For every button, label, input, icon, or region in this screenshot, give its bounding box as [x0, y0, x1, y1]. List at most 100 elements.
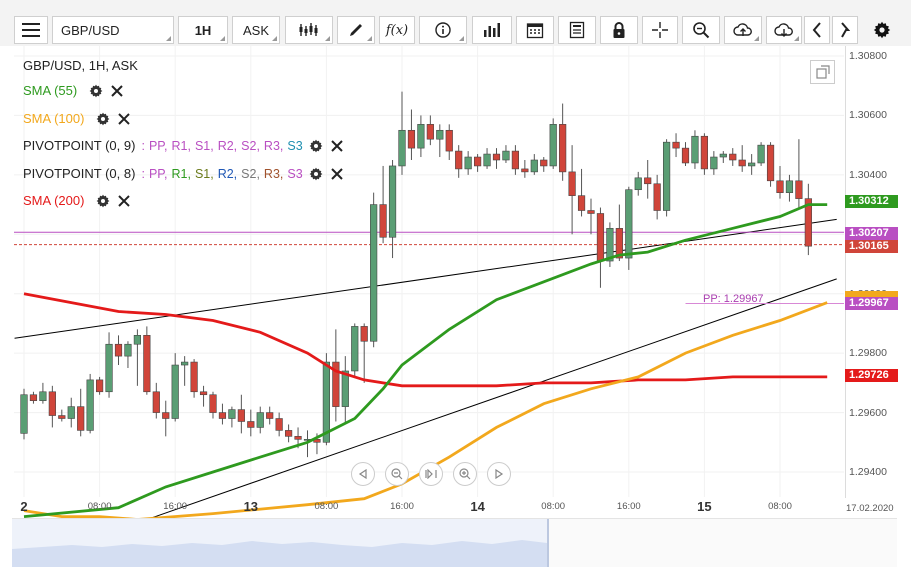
x-tick-label: 08:00: [87, 501, 112, 512]
legend-sma100[interactable]: SMA (100): [23, 111, 85, 126]
pencil-icon: [350, 24, 362, 36]
pivot2-colon: :: [141, 166, 145, 181]
nav-zoom-in-button[interactable]: [453, 462, 477, 486]
pivot2-pp: PP,: [148, 166, 168, 181]
pivot2-settings-icon[interactable]: [309, 167, 323, 181]
y-tick-label: 1.30800: [849, 50, 887, 62]
price-axis-line: [845, 46, 846, 498]
chevron-left-icon: [812, 22, 821, 38]
last-price-tag: 1.30165: [845, 240, 898, 253]
lock-icon: [613, 22, 625, 38]
zoom-icon: [693, 22, 710, 39]
calendar-icon: [526, 23, 544, 39]
date-label: 17.02.2020: [846, 503, 894, 514]
y-tick-label: 1.29400: [849, 466, 887, 478]
cloud-download-icon: [774, 23, 793, 37]
x-tick-label: 16:00: [616, 501, 641, 512]
legend-pivot1[interactable]: PIVOTPOINT (0, 9): [23, 138, 136, 153]
pivot1-s2: S2,: [241, 138, 260, 153]
pivot1-pp: PP,: [148, 138, 168, 153]
x-day-label: 14: [470, 499, 485, 514]
legend-pivot2[interactable]: PIVOTPOINT (0, 8): [23, 166, 136, 181]
legend-pivot2-row: PIVOTPOINT (0, 8) : PP, R1, S1, R2, S2, …: [23, 166, 343, 181]
x-day-label: 13: [243, 499, 259, 514]
navigator-panel[interactable]: [12, 518, 897, 567]
scroll-left-button[interactable]: [804, 16, 830, 44]
sma100-close-icon[interactable]: [118, 112, 131, 125]
sma100-price-tag: [845, 291, 898, 298]
legend-pivot1-row: PIVOTPOINT (0, 9) : PP, R1, S1, R2, S2, …: [23, 138, 343, 153]
x-tick-label: 16:00: [390, 501, 414, 512]
legend-sma200[interactable]: SMA (200): [23, 193, 85, 208]
pivot1-s1: S1,: [194, 138, 214, 153]
price-type-label: ASK: [242, 22, 269, 38]
pivot1-s3: S3: [287, 138, 303, 153]
bar-chart-icon: [484, 23, 500, 37]
indicators-button[interactable]: f(x): [379, 16, 415, 44]
sma200-close-icon[interactable]: [118, 194, 131, 207]
gear-icon: [873, 21, 891, 39]
calendar-button[interactable]: [516, 16, 554, 44]
pp-price-tag: 1.29967: [845, 297, 898, 310]
download-button[interactable]: [766, 16, 802, 44]
toolbar: GBP/USD 1H ASK f(x): [0, 0, 911, 46]
legend-header-row: GBP/USD, 1H, ASK: [23, 58, 138, 73]
pp-level-label: PP: 1.29967: [703, 293, 764, 305]
symbol-label: GBP/USD: [61, 22, 120, 38]
function-icon: f(x): [385, 22, 409, 38]
chart-plot-area[interactable]: [14, 46, 844, 498]
lock-button[interactable]: [600, 16, 638, 44]
draw-tool-button[interactable]: [337, 16, 375, 44]
nav-forward-button[interactable]: [487, 462, 511, 486]
sma200-settings-icon[interactable]: [96, 194, 110, 208]
pivot2-r1: R1,: [171, 166, 191, 181]
y-tick-label: 1.29600: [849, 406, 887, 419]
info-button[interactable]: [419, 16, 467, 44]
pivot2-r2: R2,: [217, 166, 238, 181]
chevron-right-icon: [841, 22, 850, 38]
sma55-settings-icon[interactable]: [89, 84, 103, 98]
expand-icon: [815, 65, 830, 79]
info-icon: [435, 22, 451, 38]
legend-sma200-row: SMA (200): [23, 193, 131, 208]
pivot1-settings-icon[interactable]: [309, 139, 323, 153]
settings-button[interactable]: [866, 16, 898, 44]
sma55-close-icon[interactable]: [111, 84, 123, 97]
x-tick-label: 08:00: [314, 501, 339, 512]
navigator-sparkline: [12, 519, 549, 567]
pivot2-s1: S1,: [194, 166, 214, 181]
report-button[interactable]: [558, 16, 596, 44]
pivot1-r2: R2,: [217, 138, 238, 153]
crosshair-icon: [652, 22, 668, 38]
nav-back-button[interactable]: [351, 462, 375, 486]
volume-button[interactable]: [472, 16, 512, 44]
x-tick-label: 16:00: [163, 501, 188, 512]
symbol-select[interactable]: GBP/USD: [52, 16, 174, 44]
nav-reset-button[interactable]: [419, 462, 443, 486]
upload-button[interactable]: [724, 16, 762, 44]
candles-icon: [299, 23, 318, 36]
pivot1-levels: : PP, R1, S1, R2, S2, R3, S3: [141, 139, 302, 153]
sma100-settings-icon[interactable]: [96, 112, 110, 126]
zoom-button[interactable]: [682, 16, 720, 44]
chart-type-button[interactable]: [285, 16, 333, 44]
timeframe-select[interactable]: 1H: [178, 16, 228, 44]
price-type-select[interactable]: ASK: [232, 16, 280, 44]
legend-sma55[interactable]: SMA (55): [23, 83, 78, 98]
legend-sma100-row: SMA (100): [23, 111, 131, 126]
legend-sma55-row: SMA (55): [23, 83, 123, 98]
legend-header: GBP/USD, 1H, ASK: [23, 58, 138, 73]
sma200-price-tag: 1.29726: [845, 369, 898, 382]
menu-icon[interactable]: [14, 16, 48, 44]
y-tick-label: 1.30600: [849, 109, 887, 122]
timeframe-label: 1H: [194, 22, 212, 38]
pivot1-r3: R3,: [263, 138, 284, 153]
expand-button[interactable]: [810, 60, 835, 84]
pivot2-close-icon[interactable]: [330, 167, 343, 180]
reset-icon: [425, 469, 437, 479]
pivot1-close-icon[interactable]: [330, 139, 343, 152]
nav-zoom-out-button[interactable]: [385, 462, 409, 486]
crosshair-button[interactable]: [642, 16, 678, 44]
scroll-right-button[interactable]: [832, 16, 858, 44]
document-icon: [569, 21, 585, 39]
